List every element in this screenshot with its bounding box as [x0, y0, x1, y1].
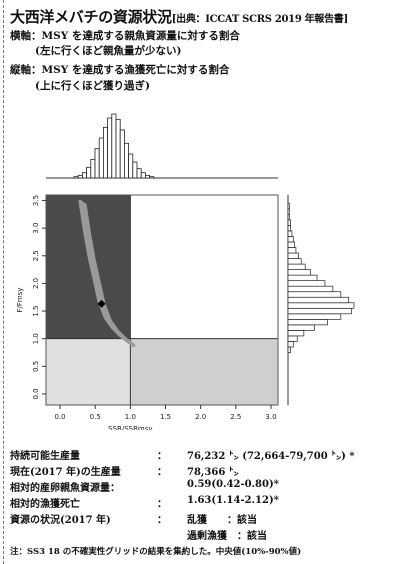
stat-value-relative-f: 1.63(1.14-2.12)*	[187, 495, 279, 506]
ssb-hist-bar	[98, 137, 104, 179]
f-hist-bar	[287, 219, 291, 226]
x-tick-label: 1.0	[125, 413, 136, 421]
ssb-hist-bar	[132, 161, 138, 179]
x-tick-label: 2.0	[195, 413, 206, 421]
y-tick-label: 0.5	[32, 361, 40, 372]
left-dashed-border	[3, 0, 4, 564]
median-point	[97, 299, 106, 308]
ssb-hist-bar	[128, 153, 134, 179]
f-hist-bar	[287, 230, 293, 237]
f-hist-bar	[287, 318, 328, 326]
f-hist-bar	[287, 302, 355, 309]
f-hist-bar	[287, 341, 294, 348]
f-hist-bar	[287, 225, 291, 232]
y-tick-label: 2.0	[32, 278, 40, 289]
f-hist-bar	[287, 263, 306, 270]
ssb-hist-bar	[144, 174, 150, 179]
ssb-hist-bar	[136, 168, 142, 179]
f-hist-bar	[287, 252, 299, 259]
f-hist-bar	[287, 236, 294, 243]
y-axis-description-note: (上に行くほど獲り過ぎ)	[35, 80, 150, 92]
y-tick-label: 3.5	[32, 195, 40, 206]
y-tick-label: 1.0	[32, 333, 40, 344]
f-hist-bar	[287, 346, 291, 353]
y-tick-label: 1.5	[32, 305, 40, 316]
y-axis-label: F/Fmsy	[16, 287, 24, 312]
plot-frame	[45, 194, 279, 406]
ssb-histogram	[46, 113, 278, 179]
f-hist-bar	[287, 291, 342, 298]
x-tick-label: 1.5	[160, 413, 171, 421]
f-hist-bar	[287, 285, 334, 293]
ssb-hist-bar	[119, 129, 125, 179]
f-hist-bar	[287, 208, 290, 215]
stat-value-msy: 76,232 ㌧ (72,664-79,700 ㌧) *	[187, 451, 355, 462]
stat-colon-msy: ：	[157, 451, 167, 462]
kobe-plot-area: 0.0 0.5 1.0 1.5 2.0 2.5 3.0 0.0 0.5 1.0 1.5 2.0 2.5 3…	[16, 194, 279, 430]
quadrant-overfished-only	[46, 338, 131, 405]
ssb-hist-bar	[86, 166, 92, 179]
ssb-hist-bar	[82, 172, 88, 179]
quadrant-healthy	[130, 338, 278, 405]
x-axis-description: 横軸：MSY を達成する親魚資源量に対する割合	[10, 30, 240, 42]
ssb-hist-bar	[140, 172, 146, 179]
stat-value-current-yield: 78,366 ㌧	[187, 467, 239, 478]
f-hist-bar	[287, 213, 290, 221]
y-tick-label: 0.0	[32, 388, 40, 399]
ssb-hist-bar	[73, 176, 79, 179]
ssb-hist-bar	[103, 126, 109, 179]
stat-label-relative-ssb: 相対的産卵親魚資源量：	[10, 483, 120, 494]
stat-label-stock-status: 資源の状況(2017 年)	[10, 515, 111, 526]
x-tick-label: 0.5	[90, 413, 101, 421]
x-tick-label: 0.0	[54, 413, 65, 421]
ssb-hist-bar	[94, 148, 100, 179]
stat-label-msy: 持続可能生産量	[10, 451, 80, 462]
f-hist-bar	[287, 324, 315, 331]
f-hist-bar	[287, 280, 326, 287]
y-axis-description: 縦軸：MSY を達成する漁獲死亡に対する割合	[10, 64, 230, 76]
f-histogram	[287, 195, 355, 405]
f-hist-bar	[287, 241, 295, 248]
stat-value-overfishing: 過剰漁獲 ：該当	[187, 531, 267, 542]
stat-colon-current-yield: ：	[157, 467, 167, 478]
stat-value-overfished: 乱獲 ：該当	[187, 515, 257, 526]
f-hist-bar	[287, 330, 305, 337]
data-point	[132, 343, 136, 348]
stat-label-relative-f: 相対的漁獲死亡	[10, 499, 80, 510]
kobe-plot: 0.0 0.5 1.0 1.5 2.0 2.5 3.0 0.0 0.5 1.0 1.5 2.0 2.5 3…	[16, 113, 355, 430]
source-citation: [出典：ICCAT SCRS 2019 年報告書]	[171, 14, 349, 25]
f-hist-bar	[287, 296, 350, 304]
f-hist-bar	[287, 269, 311, 276]
ssb-hist-bar	[90, 158, 96, 179]
f-hist-bar	[287, 313, 342, 320]
x-tick-label: 2.5	[230, 413, 241, 421]
stat-value-relative-ssb: 0.59(0.42-0.80)*	[187, 479, 279, 490]
quadrant-overfishing-only	[130, 195, 278, 339]
x-axis-description-note: (左に行くほど親魚量が少ない)	[35, 45, 182, 57]
ssb-hist-bar	[77, 174, 83, 179]
ssb-hist-bar	[107, 117, 113, 179]
ssb-hist-bar	[149, 176, 155, 179]
f-hist-bar	[287, 202, 290, 210]
ssb-hist-bar	[124, 142, 130, 179]
x-tick-label: 3.0	[265, 413, 276, 421]
footnote: 注：SS3 18 の不確実性グリッドの結果を集約した。中央値(10%-90%値)	[10, 547, 302, 557]
f-hist-bar	[287, 274, 318, 282]
stat-colon-stock-status: ：	[157, 515, 167, 526]
y-tick-label: 2.5	[32, 250, 40, 261]
page-title: 大西洋メバチの資源状況[出典：ICCAT SCRS 2019 年報告書]	[10, 8, 349, 26]
stat-colon-relative-f: ：	[157, 499, 167, 510]
y-tick-label: 3.0	[32, 223, 40, 234]
f-hist-bar	[287, 307, 352, 315]
ssb-hist-bar	[111, 113, 117, 179]
f-hist-bar	[287, 247, 297, 254]
stat-label-current-yield: 現在(2017 年)の生産量	[10, 467, 121, 478]
ssb-hist-bar	[115, 118, 121, 179]
x-axis-label: SSB/SSBmsy	[108, 425, 152, 430]
f-hist-bar	[287, 258, 302, 265]
f-hist-bar	[287, 335, 298, 342]
